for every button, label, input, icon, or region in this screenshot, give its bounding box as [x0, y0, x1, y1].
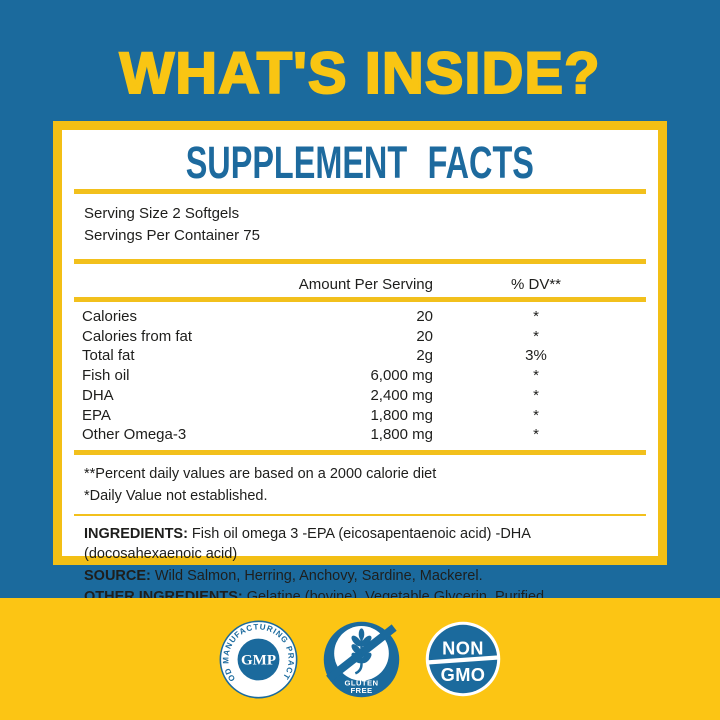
- footnote-percent-dv: **Percent daily values are based on a 20…: [84, 465, 437, 482]
- table-row: Calories from fat 20 *: [62, 327, 658, 347]
- nutrient-amount: 20: [416, 308, 433, 325]
- table-row: EPA 1,800 mg *: [62, 406, 658, 426]
- nutrient-dv: *: [533, 386, 539, 404]
- serving-info: Serving Size 2 Softgels Servings Per Con…: [84, 203, 636, 247]
- nutrient-label: Total fat: [82, 347, 135, 365]
- table-row: Calories 20 *: [62, 307, 658, 327]
- source-line: SOURCE: Wild Salmon, Herring, Anchovy, Sa…: [84, 566, 636, 587]
- non-gmo-line1: NON: [442, 637, 484, 658]
- nutrient-amount: 6,000 mg: [370, 367, 433, 385]
- nutrient-label: DHA: [82, 386, 114, 404]
- amount-column-header: Amount Per Serving: [298, 276, 433, 293]
- gmp-center-text: GMP: [241, 652, 276, 668]
- ingredients-text: Fish oil omega 3 -EPA (eicosapentaenoic …: [84, 525, 531, 563]
- serving-size: Serving Size 2 Softgels: [84, 205, 240, 222]
- nutrient-amount: 20: [416, 327, 433, 345]
- nutrient-label: Fish oil: [82, 367, 130, 385]
- supplement-facts-panel: SUPPLEMENT FACTS Serving Size 2 Softgels…: [53, 121, 667, 626]
- nutrient-dv: *: [533, 406, 539, 424]
- nutrient-dv: *: [533, 308, 539, 325]
- nutrient-dv: *: [533, 426, 539, 444]
- source-text: Wild Salmon, Herring, Anchovy, Sardine, …: [154, 567, 483, 584]
- dv-column-header: % DV**: [510, 276, 562, 293]
- nutrient-amount: 2g: [416, 347, 433, 365]
- nutrient-amount: 1,800 mg: [370, 406, 433, 424]
- nutrient-dv: 3%: [525, 347, 547, 365]
- gluten-free-badge-icon: GLUTEN FREE: [323, 621, 400, 697]
- nutrient-dv: *: [533, 367, 539, 385]
- non-gmo-badge-icon: NON GMO: [425, 621, 501, 697]
- page-title: WHAT'S INSIDE?: [118, 40, 601, 107]
- divider-rule-thin: [74, 513, 646, 516]
- ingredients-label: INGREDIENTS:: [84, 525, 188, 542]
- nutrient-label: Calories: [82, 308, 138, 325]
- footnotes: **Percent daily values are based on a 20…: [84, 463, 636, 507]
- gmp-badge-icon: GOOD MANUFACTURING PRACTICE GMP: [219, 620, 298, 698]
- certification-band: GOOD MANUFACTURING PRACTICE GMP GLU: [0, 598, 720, 720]
- divider-rule: [74, 449, 646, 455]
- ingredients-line: INGREDIENTS: Fish oil omega 3 -EPA (eicos…: [84, 524, 636, 565]
- nutrient-label: Other Omega-3: [82, 426, 187, 444]
- table-row: Total fat 2g 3%: [62, 346, 658, 366]
- nutrient-label: EPA: [82, 406, 111, 424]
- nutrient-label: Calories from fat: [82, 327, 193, 345]
- supplement-facts-title: SUPPLEMENT FACTS: [185, 137, 535, 188]
- table-row: Other Omega-3 1,800 mg *: [62, 425, 658, 445]
- label-column-header: [82, 274, 273, 295]
- table-row: Fish oil 6,000 mg *: [62, 366, 658, 386]
- supplement-facts-table: Calories 20 * Calories from fat 20 * Tot…: [62, 307, 658, 445]
- divider-rule: [74, 259, 646, 264]
- table-header-row: Amount Per Serving % DV**: [62, 274, 658, 295]
- source-label: SOURCE:: [84, 567, 151, 584]
- divider-rule: [74, 189, 646, 194]
- divider-rule: [74, 297, 646, 302]
- servings-per-container: Servings Per Container 75: [84, 227, 260, 244]
- nutrient-dv: *: [533, 327, 539, 345]
- nutrient-amount: 2,400 mg: [370, 386, 433, 404]
- gluten-free-line1: GLUTEN: [345, 678, 379, 687]
- non-gmo-line2: GMO: [441, 664, 486, 685]
- footnote-daily-value: *Daily Value not established.: [84, 487, 268, 504]
- nutrient-amount: 1,800 mg: [370, 426, 433, 444]
- wheat-icon: [351, 627, 372, 675]
- gluten-free-line2: FREE: [350, 685, 372, 694]
- table-row: DHA 2,400 mg *: [62, 386, 658, 406]
